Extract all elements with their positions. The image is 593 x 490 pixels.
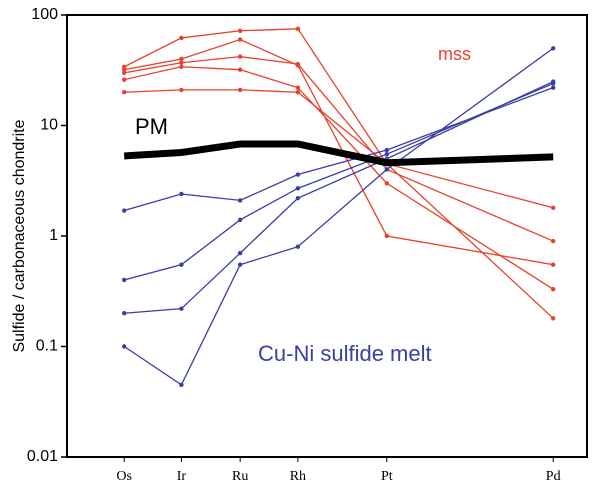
point [295, 244, 301, 249]
point [122, 67, 127, 72]
series-line [123, 140, 554, 167]
point [179, 306, 184, 311]
point [122, 90, 127, 95]
point [551, 205, 556, 210]
point [295, 172, 301, 177]
series-line [123, 28, 554, 319]
point [237, 250, 243, 256]
series-line [124, 80, 554, 314]
point [237, 262, 243, 267]
point [237, 67, 243, 72]
point [179, 35, 184, 41]
y-tick-label: 1 [49, 227, 58, 244]
point [295, 26, 301, 32]
point [237, 37, 243, 42]
point [237, 217, 243, 223]
annotation: mss [438, 44, 471, 64]
point [122, 277, 127, 283]
point [122, 344, 127, 349]
point [295, 90, 301, 95]
point [551, 46, 556, 51]
point [295, 186, 301, 191]
plot-frame [66, 14, 588, 458]
y-tick-label: 0.01 [27, 448, 58, 465]
point [122, 208, 127, 213]
point [384, 233, 389, 239]
point [551, 85, 556, 90]
series-line [124, 38, 554, 266]
point [179, 87, 184, 93]
point [179, 60, 184, 65]
point [384, 181, 389, 186]
point [551, 79, 556, 84]
series-line [124, 82, 554, 281]
point [179, 382, 184, 388]
x-tick-label: Pt [381, 469, 393, 484]
y-tick-label: 0.1 [36, 338, 58, 355]
point [551, 238, 556, 244]
y-axis-label: Sulfide / carbonaceous chondrite [11, 119, 28, 352]
point [237, 87, 243, 93]
series-line [124, 89, 554, 209]
series-line [123, 47, 554, 386]
point [179, 64, 184, 69]
annotation: Cu-Ni sulfide melt [258, 341, 432, 366]
x-tick-label: Pd [546, 469, 561, 484]
point [179, 262, 184, 267]
y-tick-label: 10 [40, 117, 58, 134]
series-line [124, 87, 554, 212]
point [179, 191, 184, 197]
point [237, 54, 243, 59]
y-tick-label: 100 [31, 6, 58, 23]
point [551, 316, 556, 321]
point [295, 61, 301, 67]
point [384, 167, 389, 172]
point [122, 77, 127, 82]
point [237, 198, 243, 203]
x-tick-label: Os [116, 469, 132, 484]
point [384, 151, 389, 157]
series-line [124, 55, 554, 242]
series-line [124, 66, 554, 290]
point [384, 147, 389, 153]
point [295, 195, 301, 201]
point [237, 28, 243, 33]
point [551, 262, 556, 267]
x-tick-label: Ir [177, 469, 187, 484]
x-tick-label: Rh [290, 469, 306, 484]
annotation: PM [135, 114, 168, 139]
point [551, 287, 556, 292]
point [122, 70, 127, 75]
x-tick-label: Ru [232, 469, 248, 484]
point [179, 56, 184, 62]
point [122, 311, 127, 316]
point [295, 85, 301, 90]
